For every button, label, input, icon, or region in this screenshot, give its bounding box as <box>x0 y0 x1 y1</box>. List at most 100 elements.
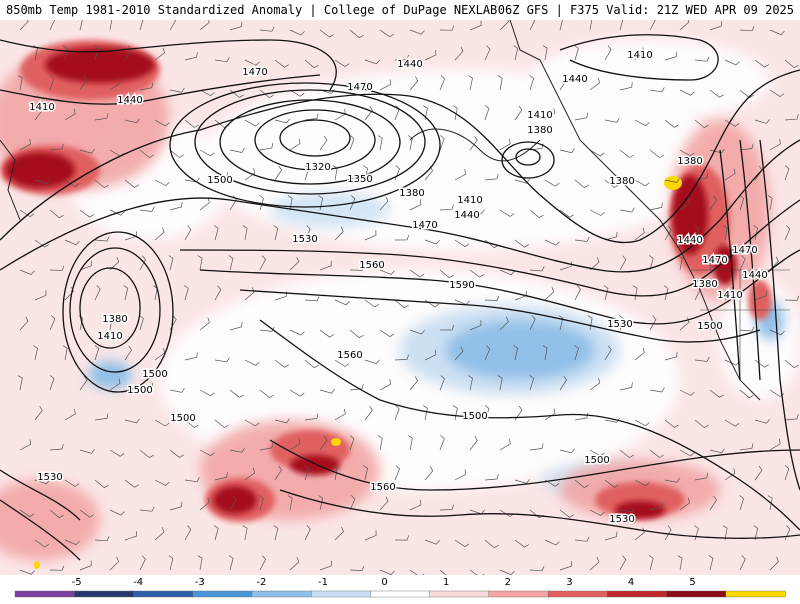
wind-barb <box>440 325 455 331</box>
wind-barb <box>589 257 600 271</box>
wind-barb <box>318 495 324 511</box>
wind-barb <box>604 179 619 188</box>
colorbar-tick-label: 4 <box>628 577 634 588</box>
wind-barb <box>379 269 395 275</box>
wind-barb <box>79 260 92 271</box>
wind-barbs <box>17 20 800 575</box>
wind-barb <box>259 442 274 451</box>
colorbar-tick-label: 1 <box>443 577 449 588</box>
wind-barb <box>364 359 380 365</box>
wind-barb <box>499 209 515 217</box>
wind-barb <box>139 382 154 391</box>
wind-barb <box>544 108 556 121</box>
wind-barb <box>724 419 740 427</box>
wind-barb <box>559 448 575 454</box>
wind-barb <box>454 539 470 548</box>
wind-barb <box>229 195 237 211</box>
wind-barb <box>649 502 663 511</box>
wind-barb <box>364 530 377 541</box>
wind-barb <box>304 465 310 481</box>
wind-barb <box>229 389 244 398</box>
wind-barb <box>709 195 718 211</box>
wind-barb <box>259 89 274 99</box>
wind-barb <box>304 525 311 541</box>
wind-barb <box>229 21 243 31</box>
wind-barb <box>513 45 519 61</box>
wind-barb <box>753 525 759 541</box>
wind-barb <box>79 375 88 391</box>
wind-barb <box>154 119 170 127</box>
wind-barb <box>514 539 530 548</box>
wind-barb <box>499 138 511 151</box>
wind-barb <box>544 408 556 421</box>
wind-barb <box>529 20 536 31</box>
wind-barb <box>529 266 545 272</box>
wind-barb <box>49 375 55 391</box>
wind-barb <box>619 449 634 458</box>
wind-barb <box>124 479 139 488</box>
contour-label: 1530 <box>37 472 62 483</box>
wind-barb <box>619 82 633 91</box>
wind-barb <box>497 75 503 91</box>
colorbar-segment <box>311 590 372 598</box>
wind-barb <box>439 569 454 575</box>
wind-barb <box>19 439 31 451</box>
wind-barb <box>124 118 140 124</box>
wind-barb <box>154 227 165 241</box>
wind-barb <box>109 509 125 516</box>
wind-barb <box>724 119 740 127</box>
contour-label: 1440 <box>454 210 479 221</box>
colorbar-tick-label: 0 <box>381 577 387 588</box>
wind-barb <box>424 49 437 61</box>
wind-barb <box>409 269 425 278</box>
wind-barb <box>394 405 400 421</box>
wind-barb <box>49 265 65 271</box>
contour-label: 1530 <box>292 234 317 245</box>
contour-label: 1350 <box>347 174 372 185</box>
wind-barb <box>139 255 146 271</box>
wind-barb <box>559 209 574 218</box>
wind-barb <box>634 179 650 187</box>
wind-barb <box>769 138 781 151</box>
wind-barb <box>19 139 31 151</box>
wind-barb <box>274 418 290 424</box>
wind-barb <box>619 149 634 158</box>
colorbar-segment <box>666 590 727 598</box>
wind-barb <box>454 46 464 61</box>
wind-barb <box>409 376 419 391</box>
wind-barb <box>679 198 691 211</box>
wind-barb <box>739 326 755 332</box>
wind-barb <box>589 509 605 516</box>
wind-barb <box>94 236 110 242</box>
wind-barb <box>197 255 203 271</box>
wind-barb <box>364 106 373 121</box>
wind-barb <box>709 21 722 31</box>
wind-barb <box>679 149 695 157</box>
wind-barb <box>19 209 35 218</box>
wind-barb <box>139 315 144 331</box>
wind-barb <box>424 239 440 245</box>
wind-barb <box>769 389 785 397</box>
wind-barb <box>168 555 174 571</box>
colorbar-segment <box>725 590 786 598</box>
height-contours <box>0 34 800 561</box>
wind-barb <box>94 345 100 361</box>
wind-barb <box>379 569 395 575</box>
colorbar-segment <box>429 590 490 598</box>
wind-barb <box>274 118 290 124</box>
wind-barb <box>304 296 320 302</box>
wind-barb <box>169 501 183 511</box>
wind-barb <box>64 408 76 421</box>
wind-barb <box>79 560 92 571</box>
wind-barb <box>289 256 300 271</box>
wind-barb <box>184 119 199 128</box>
contour-label: 1470 <box>702 255 727 266</box>
model-run-info: 06Z GFS | F375 Valid: 21Z WED APR 09 202… <box>497 3 794 17</box>
wind-barb <box>154 527 165 541</box>
wind-barb <box>124 418 140 424</box>
wind-barb <box>304 113 319 121</box>
contour-label: 1410 <box>29 102 54 113</box>
contour-label: 1410 <box>717 290 742 301</box>
wind-barb <box>574 536 590 542</box>
wind-barb <box>19 316 29 331</box>
